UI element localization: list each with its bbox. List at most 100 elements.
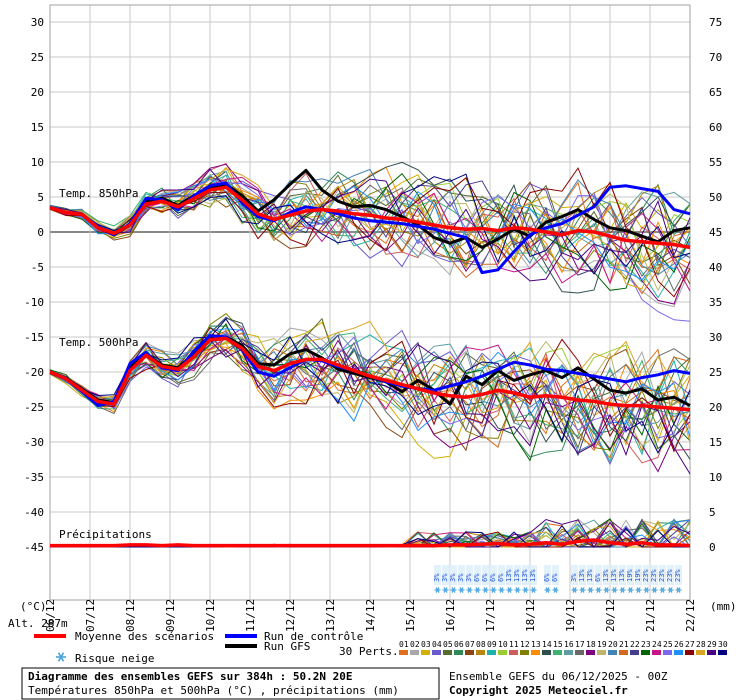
chart-title: Diagramme des ensembles GEFS sur 384h : … (28, 670, 353, 683)
left-tick-label: 15 (31, 121, 44, 134)
snow-cell (651, 565, 658, 585)
pert-number: 18 (586, 640, 596, 649)
pert-swatch (487, 650, 496, 655)
pert-swatch (410, 650, 419, 655)
pert-number: 03 (421, 640, 431, 649)
snow-percent: 3% (433, 573, 441, 582)
snow-percent: 23% (642, 569, 650, 582)
snow-cell (490, 565, 497, 585)
series-line-precip-6 (50, 538, 691, 548)
snowflake-icon (571, 587, 578, 593)
snowflake-icon (490, 587, 497, 593)
pert-number: 15 (553, 640, 563, 649)
snow-percent: 6% (473, 573, 481, 582)
left-tick-label: 20 (31, 86, 44, 99)
pert-number: 01 (399, 640, 409, 649)
pert-swatch (531, 650, 540, 655)
snow-cell (530, 565, 537, 585)
x-tick-label: 12/12 (284, 599, 297, 632)
right-tick-label: 75 (709, 16, 722, 29)
pert-number: 08 (476, 640, 486, 649)
snow-percent: 13% (586, 569, 594, 582)
snowflake-icon (522, 587, 529, 593)
chart-subtitle: Températures 850hPa et 500hPa (°C) , pré… (28, 684, 399, 697)
left-tick-label: 5 (37, 191, 44, 204)
left-tick-label: 25 (31, 51, 44, 64)
snow-cell (544, 565, 551, 585)
snowflake-icon (458, 587, 465, 593)
left-tick-label: -45 (24, 541, 44, 554)
pert-swatch (652, 650, 661, 655)
pert-swatch (608, 650, 617, 655)
right-tick-label: 0 (709, 541, 716, 554)
pert-swatch (465, 650, 474, 655)
pert-line-500 (49, 322, 691, 462)
pert-number: 04 (432, 640, 442, 649)
snow-cell (635, 565, 642, 585)
left-axis-ticks: 30 25 20 15 10 5 0 -5 -10 -15 -20 -25 -30 -35 -40 -45 (24, 16, 44, 554)
snow-cell (458, 565, 465, 585)
snow-percent: 19% (626, 569, 634, 582)
right-tick-label: 10 (709, 471, 722, 484)
snowflake-icon (482, 587, 489, 593)
pert-number: 12 (520, 640, 530, 649)
series-line-t500-3 (49, 336, 691, 412)
x-tick-label: 13/12 (324, 599, 337, 632)
x-tick-label: 11/12 (244, 599, 257, 632)
pert-swatch (696, 650, 705, 655)
pert-number: 13 (531, 640, 541, 649)
right-tick-label: 25 (709, 366, 722, 379)
pert-swatch (509, 650, 518, 655)
snowflake-icon (552, 587, 559, 593)
left-tick-label: -20 (24, 366, 44, 379)
snow-cell (450, 565, 457, 585)
snow-percent: 3% (465, 573, 473, 582)
snow-percent: 6% (551, 573, 559, 582)
x-tick-label: 19/12 (564, 599, 577, 632)
series-line-t850-1 (49, 181, 691, 275)
x-tick-label: 22/12 (684, 599, 697, 632)
pert-number: 22 (630, 640, 640, 649)
snow-cell (603, 565, 610, 585)
snowflake-icon (675, 587, 682, 593)
pert-swatch (498, 650, 507, 655)
pert-line-850 (49, 174, 691, 299)
pert-line-850 (49, 178, 691, 322)
snowflake-icon (659, 587, 666, 593)
snowflake-icon (450, 587, 457, 593)
snowflake-icon (442, 587, 449, 593)
pert-number: 25 (663, 640, 673, 649)
x-tick-label: 16/12 (444, 599, 457, 632)
snow-risk-row: 3% 3% 3% 3% 3% 6% 6% 6% 6% 13% 13% 13% 13% 6% 6% 3% 13% 1… (433, 565, 682, 593)
pert-swatch (476, 650, 485, 655)
snowflake-icon (544, 587, 551, 593)
x-tick-label: 10/12 (204, 599, 217, 632)
pert-number: 07 (465, 640, 475, 649)
x-tick-label: 17/12 (484, 599, 497, 632)
plot-frame (49, 4, 691, 601)
snowflake-icon (466, 587, 473, 593)
pert-number: 16 (564, 640, 574, 649)
snow-cell (675, 565, 682, 585)
snowflake-icon (56, 652, 66, 662)
pert-number: 20 (608, 640, 618, 649)
right-axis-label: (mm) (710, 600, 737, 613)
pert-line-500 (49, 327, 691, 448)
pert-number: 23 (641, 640, 651, 649)
snow-cell (482, 565, 489, 585)
info-box (21, 667, 440, 700)
pert-number: 11 (509, 640, 519, 649)
copyright: Copyright 2025 Meteociel.fr (449, 684, 628, 697)
pert-number: 21 (619, 640, 629, 649)
snow-percent: 23% (650, 569, 658, 582)
pert-number: 09 (487, 640, 497, 649)
snow-percent: 13% (529, 569, 537, 582)
pert-number: 30 (718, 640, 728, 649)
panel-label-t850: Temp. 850hPa (59, 187, 138, 200)
pert-swatch (586, 650, 595, 655)
panel-label-precip: Précipitations (59, 528, 152, 541)
snowflake-icon (434, 587, 441, 593)
right-tick-label: 70 (709, 51, 722, 64)
snow-cell (619, 565, 626, 585)
